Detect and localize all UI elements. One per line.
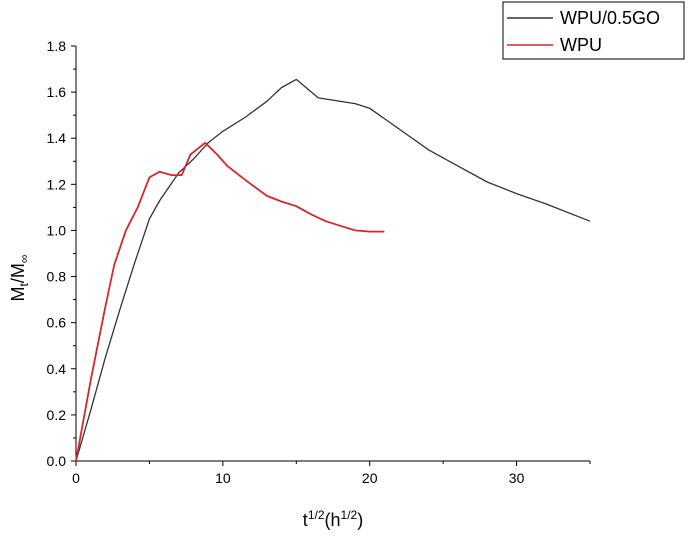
x-tick-label: 20 xyxy=(362,470,378,486)
series-line-1 xyxy=(75,141,385,462)
y-tick-label: 1.2 xyxy=(47,176,67,192)
series-line-0 xyxy=(75,78,591,462)
legend-box xyxy=(502,1,685,60)
y-axis-title: Mt/M∞ xyxy=(8,255,31,302)
y-tick-label: 0.8 xyxy=(47,269,67,285)
x-tick-label: 0 xyxy=(72,470,80,486)
y-tick-label: 0.2 xyxy=(47,407,67,423)
y-tick-label: 0.4 xyxy=(47,361,67,377)
y-tick-label: 0.6 xyxy=(47,315,67,331)
axes: 0.0 0.2 0.4 0.6 0.8 1.0 1.2 1.4 1.6 1.8 0 10 20 30 xyxy=(47,38,591,486)
y-tick-label: 1.4 xyxy=(47,130,67,146)
y-tick-label: 1.0 xyxy=(47,222,67,238)
x-axis-title: t1/2(h1/2) xyxy=(303,508,363,530)
y-tick-label: 1.8 xyxy=(47,38,67,54)
x-tick-label: 30 xyxy=(509,470,525,486)
x-tick-label: 10 xyxy=(215,470,231,486)
y-tick-label: 0.0 xyxy=(47,453,67,469)
legend: WPU/0.5GO WPU xyxy=(502,1,685,60)
legend-label-wpu-0-5go: WPU/0.5GO xyxy=(560,8,660,28)
legend-label-wpu: WPU xyxy=(560,35,602,55)
series-layer xyxy=(75,78,591,462)
y-tick-label: 1.6 xyxy=(47,84,67,100)
